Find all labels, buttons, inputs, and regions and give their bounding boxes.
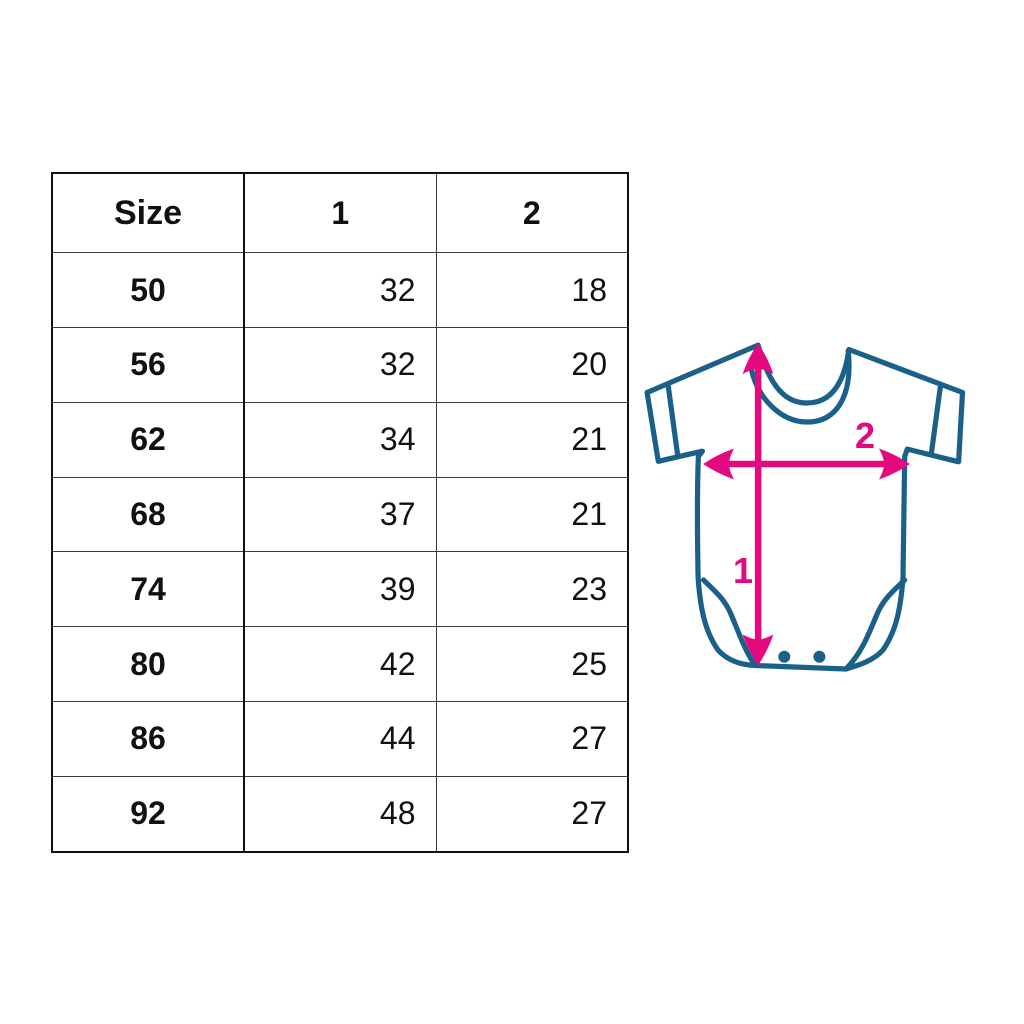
svg-text:2: 2: [855, 415, 875, 456]
svg-text:1: 1: [733, 550, 753, 591]
